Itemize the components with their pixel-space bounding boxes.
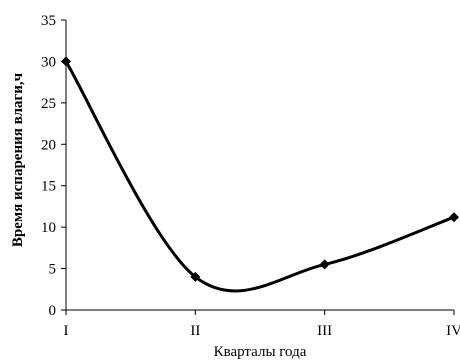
- y-tick-label: 0: [49, 303, 57, 319]
- data-point-marker: [319, 259, 330, 270]
- y-axis-title: Время испарения влаги,ч: [10, 72, 26, 247]
- y-ticks: 0 5 10 15 20 25 30 35: [41, 13, 66, 319]
- x-tick-label: III: [317, 323, 332, 339]
- x-tick-label: II: [190, 323, 200, 339]
- data-point-marker: [190, 271, 201, 282]
- y-tick-label: 35: [41, 13, 56, 29]
- x-ticks: I II III IV: [64, 310, 460, 339]
- data-point-marker: [61, 56, 71, 67]
- data-point-marker: [449, 212, 459, 223]
- y-axis: 0 5 10 15 20 25 30 35: [41, 13, 67, 319]
- y-tick-label: 20: [41, 137, 56, 153]
- series-line: [64, 60, 455, 293]
- y-tick-label: 30: [41, 54, 56, 70]
- y-tick-label: 15: [41, 179, 56, 195]
- x-tick-label: I: [64, 323, 69, 339]
- x-tick-label: IV: [446, 323, 460, 339]
- y-tick-label: 25: [41, 96, 56, 112]
- x-axis-title: Кварталы года: [214, 344, 307, 360]
- series-markers: [61, 56, 459, 282]
- x-axis: I II III IV: [64, 309, 460, 339]
- y-tick-label: 5: [49, 262, 57, 278]
- y-tick-label: 10: [41, 220, 56, 236]
